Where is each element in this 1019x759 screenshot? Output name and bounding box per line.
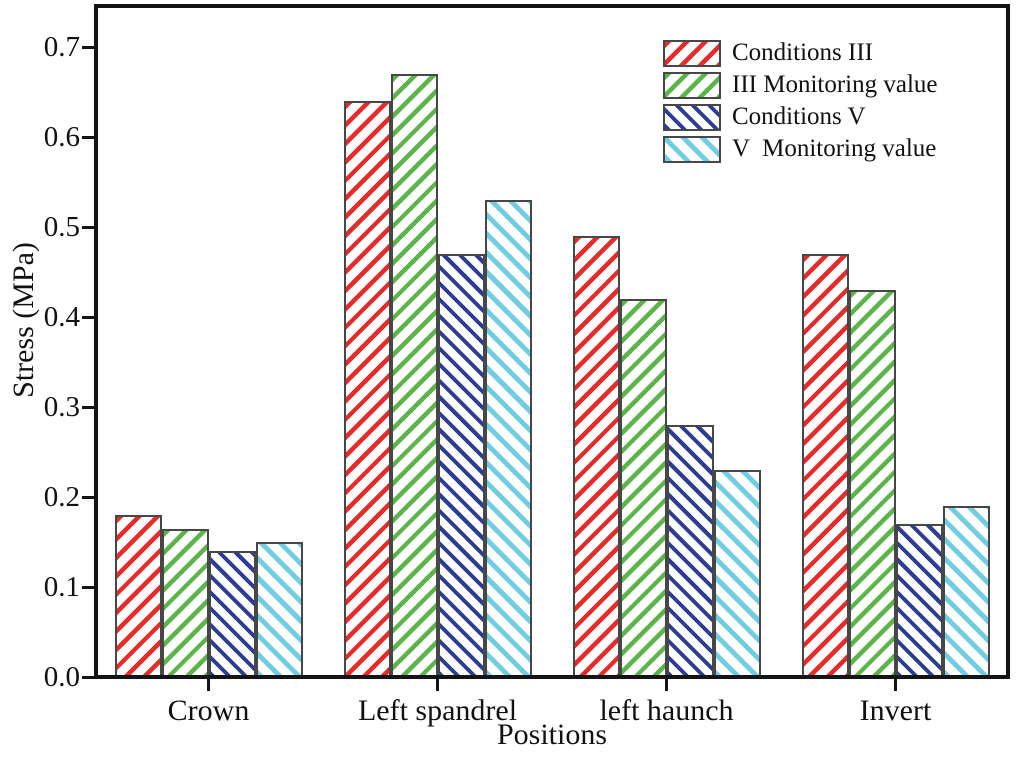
- legend-label: Conditions V: [732, 103, 866, 130]
- y-tick: [82, 45, 94, 49]
- x-category-label: Left spandrel: [357, 694, 518, 727]
- legend-label: V Monitoring value: [732, 135, 937, 162]
- x-tick: [436, 679, 439, 691]
- bar-series2-left-spandrel: [390, 74, 438, 677]
- x-category-label: left haunch: [599, 694, 734, 727]
- legend-swatch-icon: [663, 39, 721, 67]
- y-tick-label: 0.0: [43, 661, 80, 693]
- legend-label: III Monitoring value: [732, 71, 938, 98]
- y-tick-label: 0.7: [43, 31, 80, 63]
- legend-item: III Monitoring value: [663, 71, 938, 99]
- bar-series4-crown: [255, 542, 303, 677]
- bar-series3-invert: [895, 524, 943, 677]
- legend-label: Conditions III: [732, 39, 873, 66]
- bar-series3-left-spandrel: [437, 254, 485, 677]
- x-category-label: Invert: [859, 694, 932, 727]
- x-category-label: Crown: [167, 694, 250, 727]
- bar-series4-left-haunch: [713, 470, 761, 677]
- bar-series1-crown: [114, 515, 162, 677]
- y-tick: [82, 405, 94, 409]
- y-tick: [82, 135, 94, 139]
- y-tick-label: 0.3: [43, 391, 80, 423]
- x-tick: [665, 679, 668, 691]
- y-tick: [82, 495, 94, 499]
- bar-series2-left-haunch: [619, 299, 667, 677]
- bar-series4-left-spandrel: [484, 200, 532, 677]
- y-tick: [82, 585, 94, 589]
- y-tick-label: 0.5: [43, 211, 80, 243]
- bar-series1-left-spandrel: [343, 101, 391, 677]
- x-tick: [894, 679, 897, 691]
- y-tick-label: 0.6: [43, 121, 80, 153]
- legend-item: Conditions V: [663, 103, 938, 131]
- legend: Conditions III III Monitoring value Condit…: [663, 39, 938, 167]
- legend-swatch-icon: [663, 71, 721, 99]
- y-tick: [82, 315, 94, 319]
- legend-swatch-icon: [663, 135, 721, 163]
- legend-item: V Monitoring value: [663, 135, 938, 163]
- bar-series4-invert: [942, 506, 990, 677]
- bar-series2-invert: [848, 290, 896, 677]
- legend-item: Conditions III: [663, 39, 938, 67]
- x-axis-title: Positions: [496, 718, 608, 751]
- bar-series2-crown: [161, 528, 209, 677]
- y-tick: [82, 675, 94, 679]
- bar-series3-left-haunch: [666, 425, 714, 677]
- legend-swatch-icon: [663, 103, 721, 131]
- y-tick-label: 0.4: [43, 301, 80, 333]
- y-tick-label: 0.1: [43, 571, 80, 603]
- y-tick-label: 0.2: [43, 481, 80, 513]
- x-tick: [207, 679, 210, 691]
- bar-series3-crown: [208, 551, 256, 677]
- bar-series1-invert: [801, 254, 849, 677]
- y-tick: [82, 225, 94, 229]
- bar-series1-left-haunch: [572, 236, 620, 677]
